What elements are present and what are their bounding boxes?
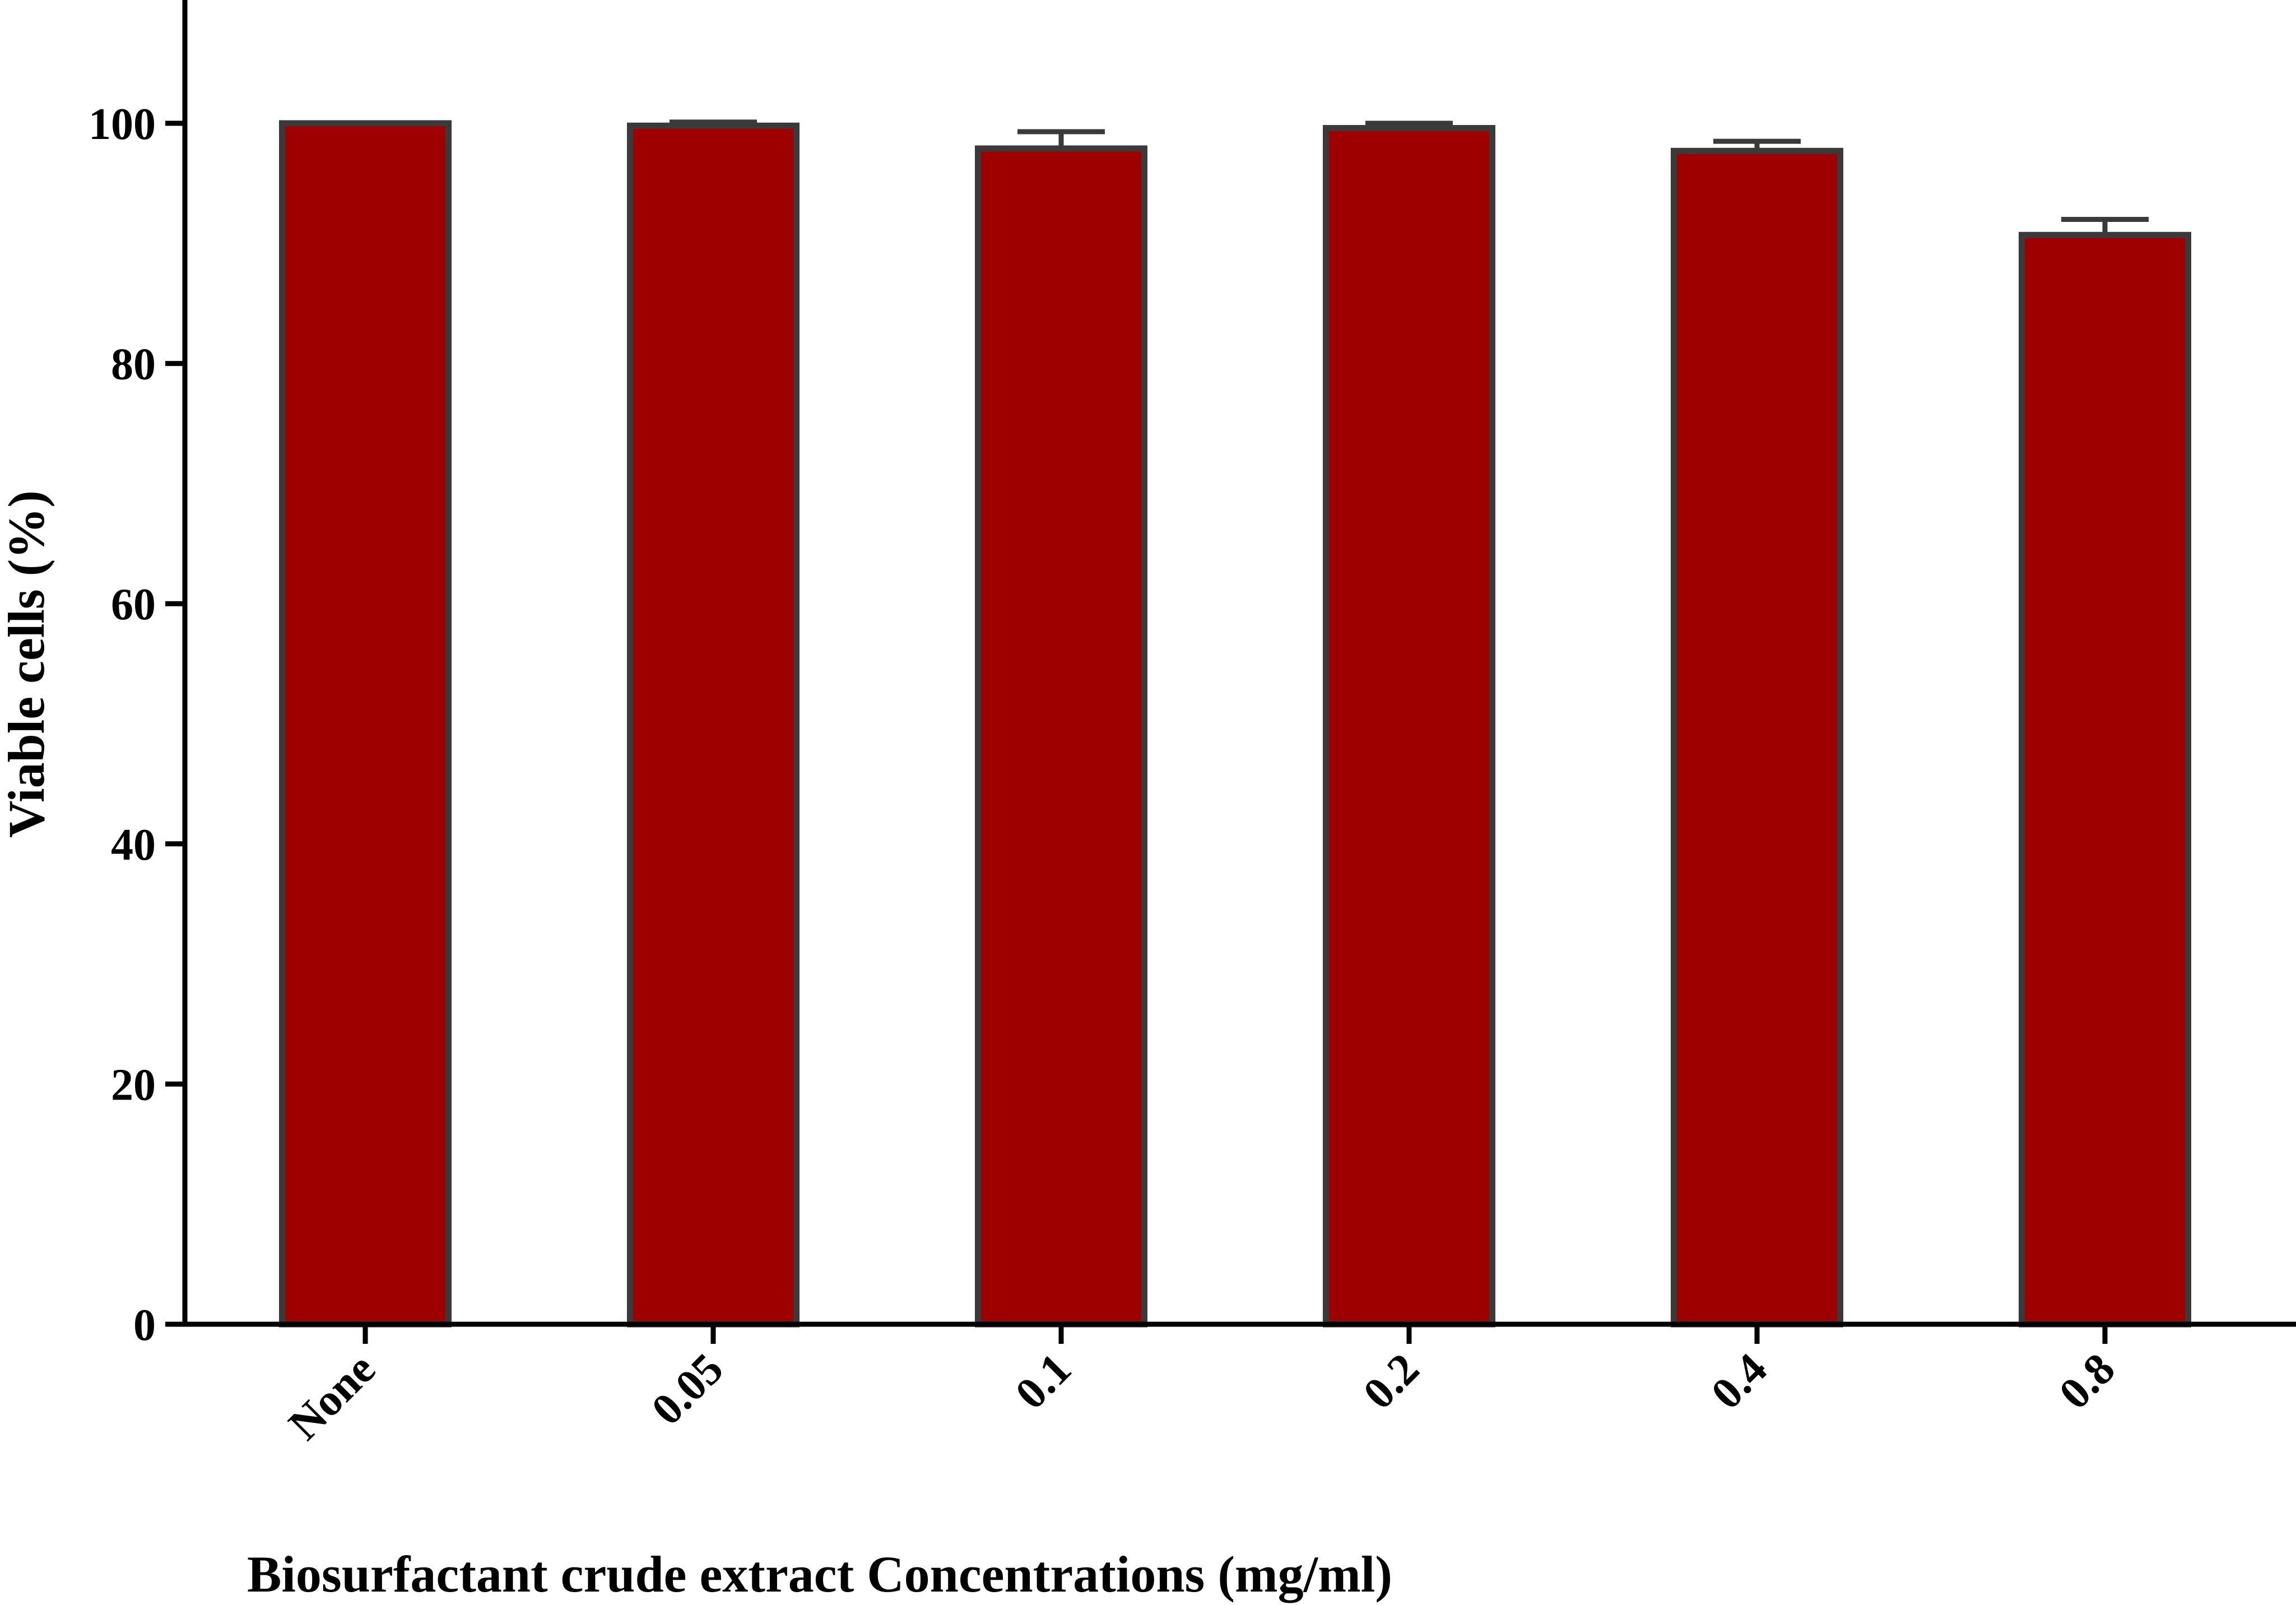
y-tick-label: 100 [89, 100, 156, 149]
y-tick-label: 60 [111, 580, 156, 629]
bars-layer [279, 120, 2191, 1328]
x-ticks-layer: None 0.05 0.1 0.2 0.4 0.8 [280, 1324, 2125, 1449]
x-tick-label: 0.4 [1702, 1344, 1777, 1419]
y-tick-label: 0 [133, 1301, 156, 1350]
x-tick-label: 0.05 [643, 1344, 733, 1435]
bar-0.1 [975, 145, 1147, 1328]
x-axis-label: Biosurfactant crude extract Concentratio… [247, 1546, 1392, 1603]
bar-0.4 [1671, 147, 1843, 1328]
bar-None [279, 120, 452, 1328]
y-tick-label: 40 [111, 820, 156, 870]
bar-0.05 [627, 122, 800, 1328]
x-tick-label: None [280, 1344, 385, 1450]
bar-0.2 [1323, 125, 1495, 1328]
axes-layer [165, 0, 2296, 1327]
y-tick-label: 80 [111, 340, 156, 389]
x-tick-label: 0.2 [1354, 1344, 1429, 1419]
y-ticks-layer: 0 20 40 60 80 100 [89, 100, 185, 1350]
y-axis-label: Viable cells (%) [0, 490, 55, 838]
x-tick-label: 0.8 [2050, 1344, 2125, 1419]
bar-0.8 [2019, 231, 2191, 1328]
error-bars-layer [670, 119, 2149, 235]
x-tick-label: 0.1 [1006, 1344, 1081, 1419]
y-tick-label: 20 [111, 1060, 156, 1110]
